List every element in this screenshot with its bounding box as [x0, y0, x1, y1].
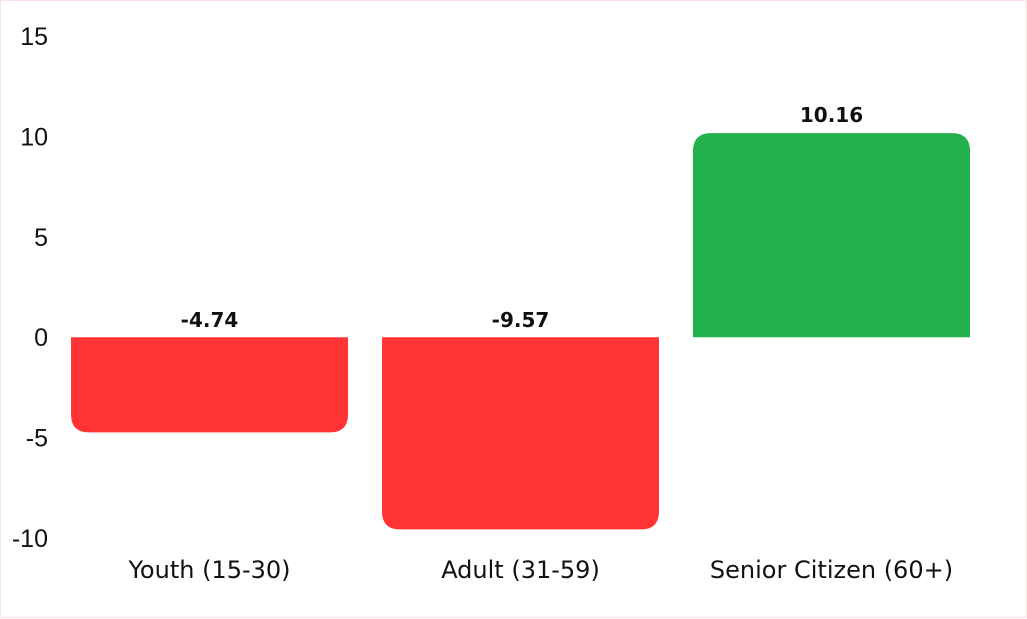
y-axis: 15 10 5 0 -5 -10	[12, 23, 48, 553]
x-axis: Youth (15-30) Adult (31-59) Senior Citizen…	[127, 556, 953, 584]
data-labels: -4.74 -9.57 10.16	[181, 103, 863, 332]
bar-3	[693, 133, 970, 338]
y-tick-label: 15	[20, 23, 48, 51]
y-tick-label: 5	[34, 224, 48, 252]
data-label-2: -9.57	[492, 308, 550, 332]
bars	[71, 133, 970, 530]
data-label-3: 10.16	[800, 103, 863, 127]
bar-2	[382, 337, 659, 530]
y-tick-label: 0	[34, 324, 48, 352]
x-tick-label-3: Senior Citizen (60+)	[710, 556, 953, 584]
data-label-1: -4.74	[181, 308, 239, 332]
y-tick-label: -10	[12, 525, 48, 553]
x-tick-label-2: Adult (31-59)	[441, 556, 600, 584]
bar-1	[71, 337, 348, 433]
y-tick-label: 10	[20, 123, 48, 151]
x-tick-label-1: Youth (15-30)	[127, 556, 290, 584]
y-tick-label: -5	[26, 425, 48, 453]
